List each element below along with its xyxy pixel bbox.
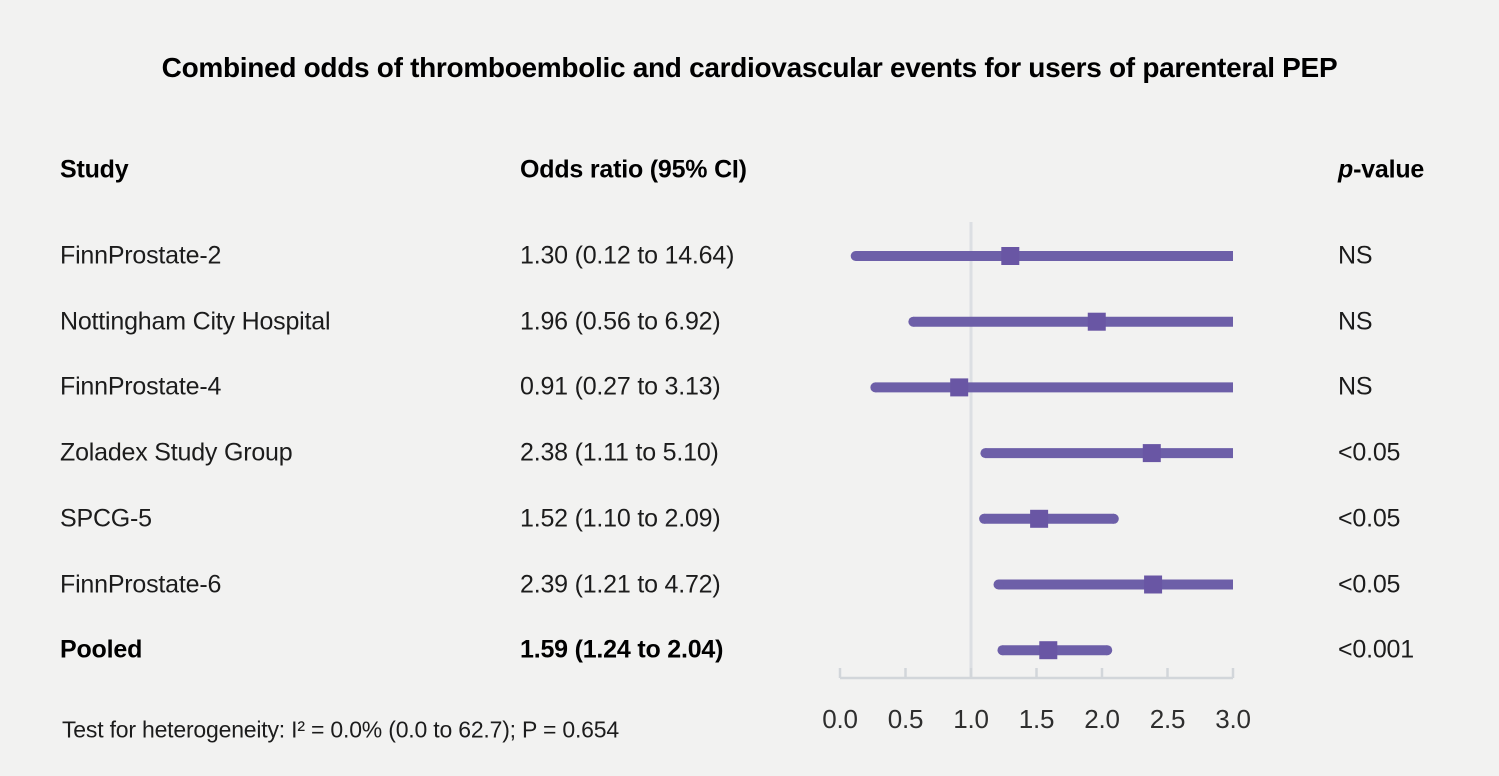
odds-ratio-marker bbox=[1087, 312, 1106, 331]
heterogeneity-note: Test for heterogeneity: I² = 0.0% (0.0 t… bbox=[62, 716, 619, 743]
odds-ratio-ci: 1.30 (0.12 to 14.64) bbox=[520, 241, 735, 270]
axis-tick-label: 1.5 bbox=[1019, 704, 1055, 734]
ci-cap-low bbox=[870, 382, 881, 393]
ci-cap-low bbox=[993, 579, 1004, 590]
ci-cap-high bbox=[1102, 645, 1113, 656]
odds-ratio-ci: 1.96 (0.56 to 6.92) bbox=[520, 307, 721, 336]
axis-tick-label: 1.0 bbox=[953, 704, 989, 734]
odds-ratio-ci: 2.38 (1.11 to 5.10) bbox=[520, 438, 719, 467]
p-value-suffix: -value bbox=[1353, 155, 1425, 184]
axis-tick-label: 2.0 bbox=[1084, 704, 1120, 734]
study-name: Zoladex Study Group bbox=[60, 438, 293, 467]
ci-cap-high bbox=[1108, 513, 1119, 524]
ci-cap-low bbox=[980, 448, 991, 459]
ci-cap-low bbox=[850, 251, 861, 261]
p-value: NS bbox=[1338, 372, 1373, 401]
column-header-study: Study bbox=[60, 155, 129, 184]
odds-ratio-marker bbox=[1001, 247, 1020, 265]
odds-ratio-marker bbox=[950, 378, 969, 397]
odds-ratio-ci: 1.59 (1.24 to 2.04) bbox=[520, 635, 724, 664]
study-name: Nottingham City Hospital bbox=[60, 307, 331, 336]
study-name: Pooled bbox=[60, 635, 143, 664]
p-value: NS bbox=[1338, 307, 1373, 336]
odds-ratio-marker bbox=[1142, 444, 1161, 463]
odds-ratio-marker bbox=[1039, 641, 1058, 660]
study-name: FinnProstate-2 bbox=[60, 241, 222, 270]
odds-ratio-ci: 2.39 (1.21 to 4.72) bbox=[520, 570, 721, 598]
axis-tick-label: 2.5 bbox=[1150, 704, 1186, 734]
axis-tick-label: 3.0 bbox=[1215, 704, 1251, 734]
chart-title: Combined odds of thromboembolic and card… bbox=[161, 52, 1338, 83]
p-value: <0.001 bbox=[1338, 635, 1414, 664]
p-value: <0.05 bbox=[1338, 570, 1401, 598]
study-name: FinnProstate-6 bbox=[60, 570, 222, 598]
axis-tick-label: 0.5 bbox=[888, 704, 924, 734]
column-header-odds-ratio: Odds ratio (95% CI) bbox=[520, 155, 747, 184]
odds-ratio-marker bbox=[1144, 575, 1163, 594]
odds-ratio-marker bbox=[1030, 509, 1049, 528]
ci-cap-low bbox=[979, 513, 990, 524]
ci-cap-low bbox=[908, 316, 919, 327]
p-value-italic-p: p bbox=[1338, 155, 1354, 184]
study-name: FinnProstate-4 bbox=[60, 372, 222, 401]
p-value: <0.05 bbox=[1338, 504, 1401, 533]
ci-cap-low bbox=[997, 645, 1008, 656]
p-value: <0.05 bbox=[1338, 438, 1401, 467]
p-value: NS bbox=[1338, 241, 1373, 270]
column-header-p-value: p-value bbox=[1338, 156, 1424, 185]
odds-ratio-ci: 0.91 (0.27 to 3.13) bbox=[520, 372, 721, 401]
odds-ratio-ci: 1.52 (1.10 to 2.09) bbox=[520, 504, 721, 533]
axis-tick-label: 0.0 bbox=[822, 704, 858, 734]
study-name: SPCG-5 bbox=[60, 504, 152, 533]
